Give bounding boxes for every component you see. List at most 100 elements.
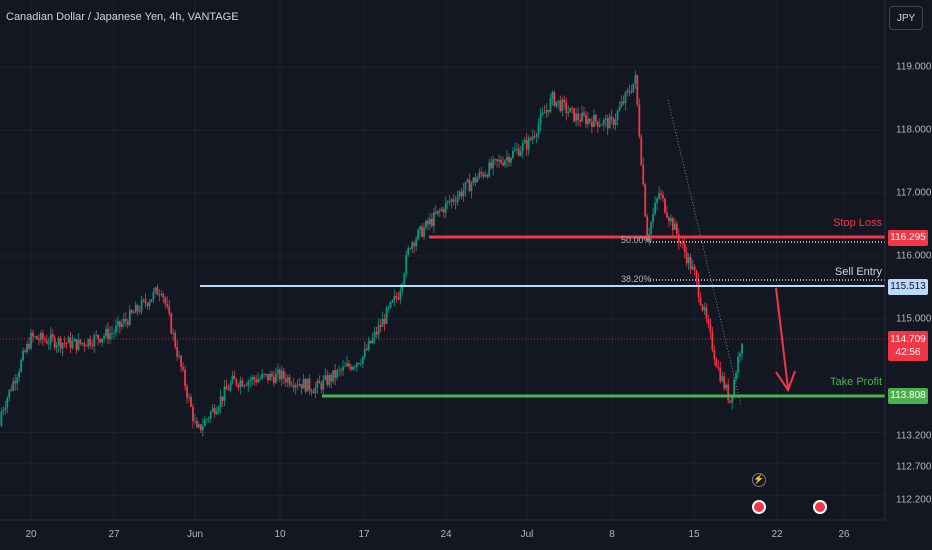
candle-body[interactable] (28, 343, 30, 349)
candle-body[interactable] (101, 338, 103, 343)
candle-body[interactable] (717, 366, 720, 368)
candle-body[interactable] (504, 160, 506, 166)
candle-body[interactable] (288, 377, 291, 385)
candle-body[interactable] (172, 332, 175, 334)
candle-body[interactable] (638, 104, 641, 137)
candle-body[interactable] (237, 385, 240, 388)
candle-body[interactable] (399, 290, 402, 300)
candle-body[interactable] (338, 369, 340, 371)
candle-body[interactable] (117, 321, 119, 326)
candle-body[interactable] (298, 384, 301, 386)
candle-body[interactable] (701, 304, 704, 311)
candle-body[interactable] (150, 299, 153, 302)
candle-body[interactable] (523, 139, 526, 144)
candle-body[interactable] (352, 366, 354, 370)
candle-body[interactable] (434, 212, 437, 214)
candle-body[interactable] (567, 112, 570, 113)
candle-body[interactable] (543, 112, 546, 114)
candle-body[interactable] (290, 384, 293, 386)
candle-body[interactable] (69, 337, 72, 348)
candle-body[interactable] (330, 374, 333, 382)
candle-body[interactable] (194, 420, 196, 422)
candle-body[interactable] (539, 114, 542, 125)
candle-body[interactable] (2, 410, 5, 412)
candle-body[interactable] (201, 426, 204, 431)
candle-body[interactable] (209, 411, 212, 419)
candle-body[interactable] (344, 366, 346, 367)
candle-body[interactable] (533, 136, 536, 138)
candle-body[interactable] (671, 218, 674, 230)
candle-body[interactable] (99, 339, 102, 343)
candle-body[interactable] (160, 294, 163, 295)
candle-body[interactable] (492, 159, 495, 168)
candle-body[interactable] (624, 92, 627, 104)
candle-body[interactable] (120, 323, 123, 327)
candle-body[interactable] (45, 340, 48, 344)
candle-body[interactable] (41, 332, 44, 340)
candle-body[interactable] (158, 294, 161, 296)
candle-body[interactable] (460, 191, 463, 197)
candle-body[interactable] (498, 159, 500, 162)
candle-body[interactable] (691, 266, 694, 270)
candle-body[interactable] (20, 360, 23, 372)
candle-body[interactable] (30, 332, 32, 349)
candle-body[interactable] (561, 99, 564, 112)
candle-body[interactable] (324, 375, 327, 380)
candle-body[interactable] (126, 321, 129, 325)
candle-body[interactable] (199, 424, 202, 431)
candle-body[interactable] (144, 299, 147, 304)
candle-body[interactable] (322, 379, 325, 390)
candle-body[interactable] (415, 239, 418, 247)
candle-body[interactable] (440, 208, 443, 211)
candle-body[interactable] (464, 182, 467, 191)
candle-body[interactable] (587, 118, 589, 125)
candle-body[interactable] (606, 118, 609, 129)
candle-body[interactable] (579, 119, 581, 122)
candle-body[interactable] (316, 380, 319, 388)
candle-body[interactable] (166, 303, 169, 307)
flag-icon[interactable] (813, 500, 827, 514)
candle-body[interactable] (14, 381, 17, 384)
candle-body[interactable] (75, 339, 78, 350)
candle-body[interactable] (105, 328, 107, 336)
candle-body[interactable] (263, 374, 265, 375)
candle-body[interactable] (111, 332, 113, 334)
candle-body[interactable] (571, 107, 574, 109)
candle-body[interactable] (478, 172, 481, 178)
candle-body[interactable] (721, 376, 724, 382)
candle-body[interactable] (221, 396, 224, 401)
candle-body[interactable] (251, 376, 254, 381)
candle-body[interactable] (557, 100, 560, 102)
candle-body[interactable] (675, 223, 678, 235)
candle-body[interactable] (450, 199, 453, 203)
candle-body[interactable] (245, 385, 248, 387)
candle-body[interactable] (219, 396, 222, 408)
candle-body[interactable] (612, 118, 615, 125)
candle-body[interactable] (510, 157, 512, 163)
candle-body[interactable] (79, 339, 82, 344)
candle-body[interactable] (276, 369, 279, 374)
candle-body[interactable] (32, 332, 34, 337)
fib-trend-line[interactable] (667, 99, 742, 406)
candle-body[interactable] (231, 375, 234, 383)
candle-body[interactable] (122, 318, 125, 324)
candle-body[interactable] (156, 287, 159, 296)
candle-body[interactable] (711, 331, 714, 351)
candle-body[interactable] (312, 392, 315, 394)
candle-body[interactable] (589, 118, 591, 122)
candle-body[interactable] (8, 389, 11, 398)
candle-body[interactable] (373, 331, 376, 338)
candle-body[interactable] (36, 336, 38, 340)
currency-button[interactable]: JPY (889, 6, 923, 30)
candle-body[interactable] (444, 202, 447, 213)
candle-body[interactable] (531, 136, 534, 140)
candle-body[interactable] (292, 385, 295, 388)
candle-body[interactable] (431, 218, 433, 226)
candle-body[interactable] (4, 407, 7, 411)
candle-body[interactable] (395, 296, 398, 298)
candle-body[interactable] (628, 90, 631, 93)
candle-body[interactable] (644, 184, 647, 217)
candle-body[interactable] (328, 374, 331, 385)
candle-body[interactable] (723, 376, 726, 389)
candle-body[interactable] (387, 307, 390, 309)
